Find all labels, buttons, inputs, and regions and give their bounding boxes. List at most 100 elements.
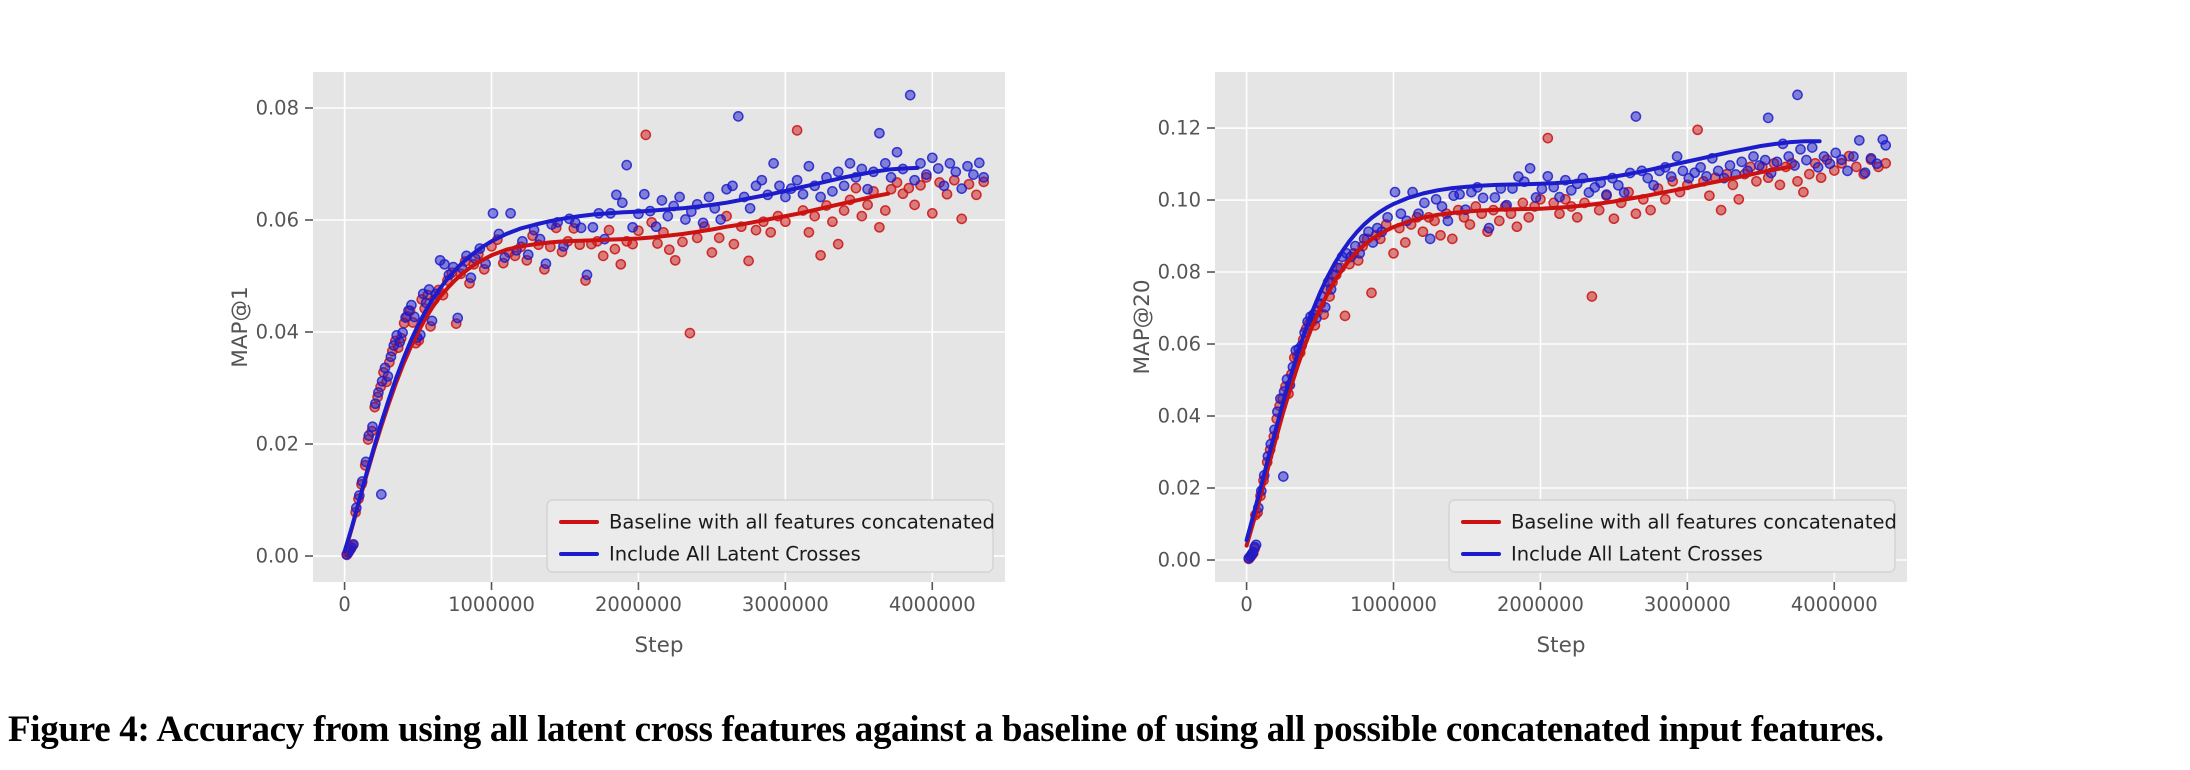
legend-label: Baseline with all features concatenated — [609, 511, 995, 534]
scatter-point — [1671, 151, 1683, 162]
scatter-point — [406, 299, 417, 311]
scatter-point — [409, 311, 420, 323]
x-tick-label: 2000000 — [595, 593, 682, 616]
scatter-point — [1363, 226, 1374, 238]
scatter-point — [1250, 539, 1262, 551]
scatter-point — [1493, 215, 1505, 227]
scatter-point — [1771, 156, 1783, 168]
scatter-point — [1419, 197, 1430, 209]
scatter-point — [385, 351, 397, 363]
scatter-point — [1618, 187, 1630, 198]
scatter-point — [505, 207, 516, 219]
chart-map1: 0 1000000 2000000 3000000 4000000 0.00 0.02 0.0… — [228, 72, 1005, 658]
scatter-point — [1436, 201, 1448, 212]
scatter-point — [1715, 204, 1727, 216]
y-tick-label: 0.02 — [256, 433, 299, 456]
x-tick-label: 4000000 — [889, 593, 976, 616]
x-tick-label: 1000000 — [1350, 593, 1437, 616]
scatter-point — [838, 205, 850, 216]
scatter-point — [1593, 204, 1605, 216]
x-tick-label: 3000000 — [1644, 593, 1731, 616]
scatter-point — [1733, 193, 1745, 205]
scatter-point — [1517, 197, 1529, 209]
scatter-point — [680, 214, 691, 225]
scatter-point — [1748, 151, 1759, 162]
scatter-point — [1586, 291, 1598, 302]
y-tick-label: 0.06 — [256, 209, 299, 232]
scatter-point — [1774, 179, 1786, 191]
scatter-point — [597, 250, 609, 262]
scatter-point — [728, 238, 740, 250]
scatter-point — [663, 244, 675, 256]
scatter-point — [1395, 208, 1407, 220]
scatter-point — [1836, 154, 1847, 166]
scatter-point — [950, 166, 962, 178]
scatter-point — [697, 217, 709, 229]
scatter-point — [662, 210, 674, 222]
scatter-point — [1665, 171, 1677, 182]
scatter-point — [1727, 179, 1739, 191]
y-tick-label: 0.00 — [1158, 549, 1201, 572]
scatter-point — [832, 166, 844, 178]
scatter-point — [1850, 161, 1862, 173]
y-tick-label: 0.04 — [256, 321, 299, 344]
scatter-point — [1803, 168, 1815, 180]
legend-box — [1448, 499, 1896, 573]
scatter-point — [780, 191, 791, 203]
scatter-point — [1389, 186, 1401, 198]
scatter-point — [1630, 111, 1642, 122]
scatter-point — [684, 327, 696, 339]
legend-box — [546, 499, 994, 573]
scatter-point — [1853, 134, 1865, 146]
scatter-point — [956, 183, 968, 194]
scatter-point — [1806, 142, 1818, 153]
scatter-point — [844, 158, 856, 169]
x-axis-label: Step — [1537, 633, 1586, 658]
scatter-point — [827, 216, 838, 228]
scatter-point — [968, 169, 979, 180]
scatter-point — [1477, 192, 1489, 204]
y-tick-label: 0.00 — [256, 545, 299, 568]
x-tick-label: 3000000 — [742, 593, 829, 616]
scatter-point — [862, 199, 873, 211]
scatter-point — [1695, 161, 1706, 173]
x-axis-label: Step — [635, 633, 684, 658]
scatter-point — [1759, 154, 1771, 166]
scatter-point — [382, 370, 394, 382]
scatter-point — [1571, 211, 1583, 223]
scatter-point — [774, 180, 785, 192]
scatter-point — [1792, 89, 1803, 101]
scatter-point — [1366, 287, 1377, 299]
y-axis-label: MAP@1 — [228, 286, 253, 367]
scatter-point — [909, 174, 920, 186]
scatter-point — [1554, 191, 1565, 203]
scatter-point — [627, 221, 638, 233]
y-tick-label: 0.12 — [1158, 117, 1201, 140]
scatter-point — [926, 152, 938, 164]
scatter-point — [803, 160, 815, 172]
scatter-point — [1798, 186, 1809, 198]
scatter-point — [713, 232, 725, 244]
scatter-point — [1648, 179, 1659, 191]
y-tick-label: 0.04 — [1158, 405, 1201, 428]
scatter-point — [1692, 124, 1703, 136]
scatter-point — [909, 199, 920, 211]
scatter-point — [487, 207, 499, 219]
scatter-point — [879, 158, 891, 169]
scatter-point — [499, 252, 511, 263]
scatter-point — [1530, 192, 1542, 203]
scatter-point — [1642, 172, 1654, 184]
scatter-point — [1601, 189, 1612, 200]
scatter-point — [743, 255, 754, 267]
scatter-point — [703, 191, 715, 203]
scatter-point — [1824, 158, 1836, 170]
scatter-point — [367, 421, 378, 433]
scatter-point — [1511, 221, 1523, 233]
scatter-point — [1554, 208, 1565, 220]
scatter-point — [1630, 208, 1642, 220]
scatter-point — [397, 327, 408, 338]
scatter-point — [677, 236, 688, 248]
scatter-point — [1442, 215, 1454, 227]
scatter-point — [1677, 165, 1689, 177]
scatter-point — [904, 89, 916, 101]
